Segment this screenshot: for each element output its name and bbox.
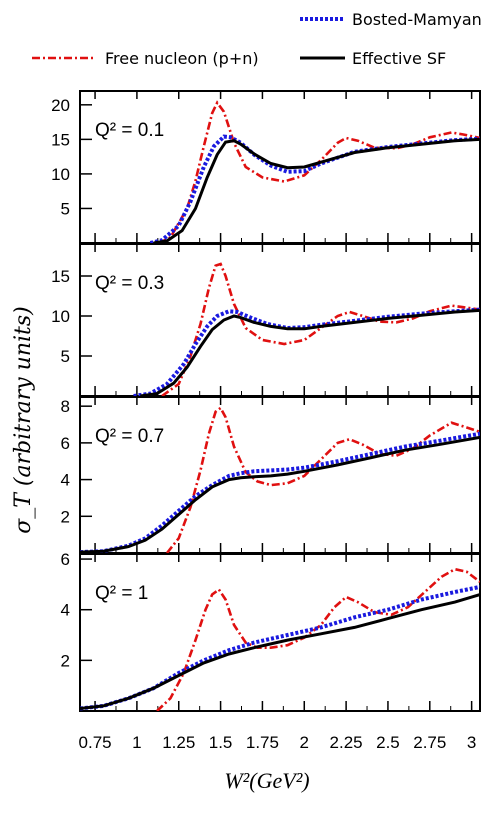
y-tick-label: 2 bbox=[61, 651, 70, 670]
y-tick-label: 4 bbox=[61, 471, 70, 490]
y-tick-label: 5 bbox=[61, 199, 70, 218]
y-tick-label: 5 bbox=[61, 347, 70, 366]
panel-3: 2 4 6 8 Q² = 0.7 bbox=[61, 396, 481, 554]
legend-label-effective-sf: Effective SF bbox=[352, 49, 446, 68]
series-line-free-nucleon-p-n bbox=[161, 262, 480, 396]
y-tick-label: 20 bbox=[51, 96, 70, 115]
series-line-effective-sf bbox=[153, 137, 480, 243]
y-axis-label: σ_T (arbitrary units) bbox=[11, 306, 36, 534]
x-axis-label: W²(GeV²) bbox=[224, 768, 309, 793]
series-line-bosted-mamyan bbox=[80, 431, 480, 553]
panel-label: Q² = 0.7 bbox=[95, 426, 164, 447]
x-tick-label: 0.75 bbox=[79, 733, 112, 752]
y-tick-label: 10 bbox=[51, 307, 70, 326]
y-tick-label: 10 bbox=[51, 165, 70, 184]
panel-label: Q² = 0.1 bbox=[95, 120, 164, 141]
panel-2: 5 10 15 Q² = 0.3 bbox=[51, 243, 481, 397]
y-tick-label: 15 bbox=[51, 267, 70, 286]
series-line-effective-sf bbox=[80, 593, 480, 710]
panel-frame bbox=[79, 243, 481, 397]
x-tick-label: 1 bbox=[132, 733, 141, 752]
y-tick-label: 6 bbox=[61, 434, 70, 453]
panel-1: 5 10 15 20 Q² = 0.1 bbox=[51, 90, 481, 244]
x-tick-label: 2.5 bbox=[376, 733, 400, 752]
y-tick-label: 4 bbox=[61, 601, 70, 620]
x-tick-label: 2 bbox=[300, 733, 309, 752]
series-line-free-nucleon-p-n bbox=[156, 567, 480, 711]
x-tick-label: 1.25 bbox=[162, 733, 195, 752]
legend: Bosted-Mamyan Free nucleon (p+n) Effecti… bbox=[32, 10, 482, 68]
x-tick-label: 1.5 bbox=[209, 733, 233, 752]
x-tick-label: 2.25 bbox=[330, 733, 363, 752]
series-line-bosted-mamyan bbox=[149, 134, 480, 243]
x-tick-label: 2.75 bbox=[413, 733, 446, 752]
series-line-effective-sf bbox=[80, 435, 480, 553]
series-line-effective-sf bbox=[140, 308, 480, 396]
legend-label-free-nucleon: Free nucleon (p+n) bbox=[105, 49, 259, 68]
panel-label: Q² = 0.3 bbox=[95, 273, 164, 294]
x-tick-label: 1.75 bbox=[246, 733, 279, 752]
panel-4: 2 4 6 Q² = 1 bbox=[61, 550, 481, 712]
panel-label: Q² = 1 bbox=[95, 583, 148, 604]
y-tick-label: 8 bbox=[61, 397, 70, 416]
y-tick-label: 15 bbox=[51, 130, 70, 149]
legend-label-bosted-mamyan: Bosted-Mamyan bbox=[352, 10, 482, 29]
panel-frame bbox=[79, 553, 481, 712]
x-tick-label: 3 bbox=[467, 733, 476, 752]
y-tick-label: 6 bbox=[61, 550, 70, 569]
series-line-free-nucleon-p-n bbox=[165, 406, 480, 553]
y-tick-label: 2 bbox=[61, 507, 70, 526]
series-line-free-nucleon-p-n bbox=[158, 100, 480, 243]
series-line-bosted-mamyan bbox=[133, 307, 480, 396]
panels: 5 10 15 20 Q² = 0.1 5 10 15 Q² = 0.3 2 4 6 8 Q² = 0.7… bbox=[51, 90, 481, 712]
series-line-bosted-mamyan bbox=[80, 584, 480, 711]
x-axis: 0.75 1 1.25 1.5 1.75 2 2.25 2.5 2.75 3 bbox=[79, 733, 477, 752]
